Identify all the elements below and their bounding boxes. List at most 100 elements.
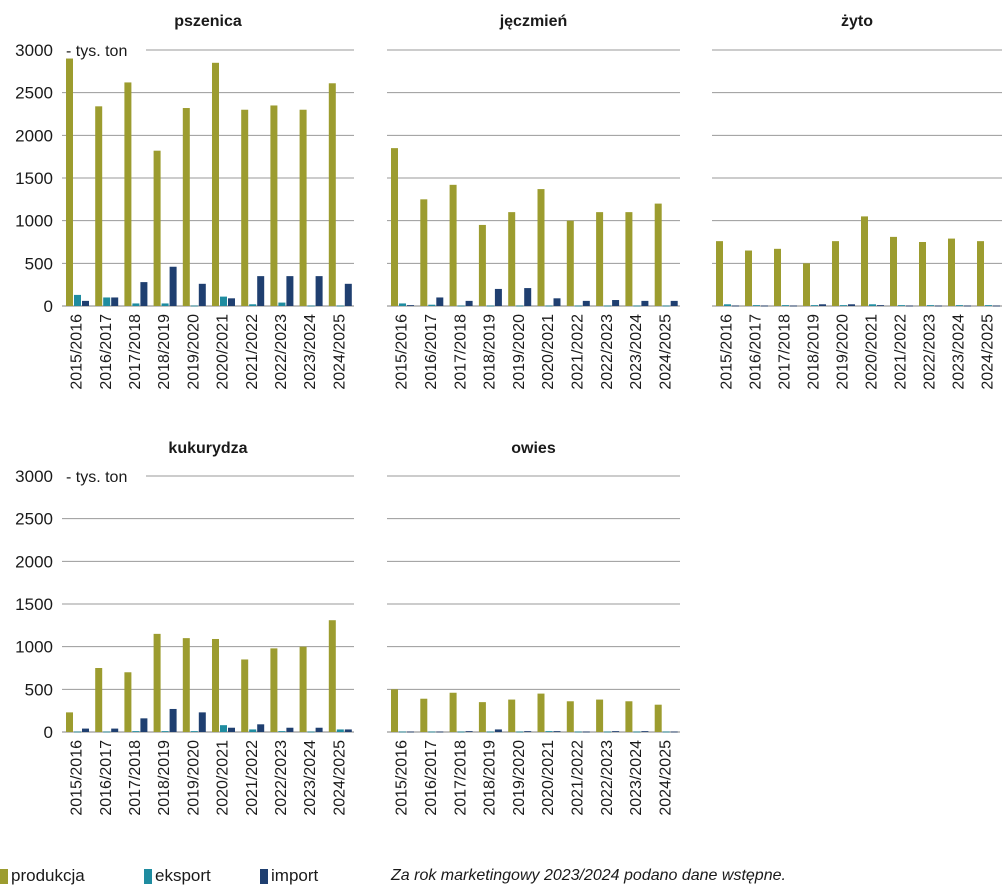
bar-import bbox=[315, 727, 323, 732]
bar-eksport bbox=[307, 731, 315, 733]
x-tick-label: 2021/2022 bbox=[244, 740, 261, 816]
x-tick-label: 2021/2022 bbox=[569, 740, 586, 816]
bar-eksport bbox=[604, 731, 612, 733]
bar-produkcja bbox=[153, 633, 161, 732]
x-tick-label: 2016/2017 bbox=[98, 740, 115, 816]
y-tick-label: 2000 bbox=[15, 126, 53, 145]
bar-eksport bbox=[782, 305, 789, 306]
bar-import bbox=[407, 731, 414, 733]
legend-swatch-import bbox=[260, 868, 268, 884]
y-tick-label: 500 bbox=[25, 680, 53, 699]
bar-import bbox=[465, 300, 473, 306]
bar-eksport bbox=[545, 305, 553, 307]
bar-import bbox=[198, 283, 206, 306]
legend-label-eksport: eksport bbox=[155, 866, 211, 885]
bar-produkcja bbox=[391, 689, 398, 732]
bar-eksport bbox=[336, 305, 344, 307]
bar-produkcja bbox=[212, 638, 219, 732]
bar-import bbox=[582, 300, 590, 306]
bar-eksport bbox=[574, 305, 582, 307]
bar-import bbox=[612, 731, 620, 732]
bar-import bbox=[935, 305, 942, 307]
x-tick-label: 2019/2020 bbox=[511, 314, 528, 390]
panel-1: jęczmień 2015/2016 2016/2017 2017/2018 2018/… bbox=[387, 13, 680, 390]
y-tick-label: 1500 bbox=[15, 169, 53, 188]
x-tick-label: 2022/2023 bbox=[599, 740, 616, 816]
charts-svg: pszenica 0 500 1000 1500 2000 2500 3000 - tys. t… bbox=[15, 13, 1002, 816]
bar-import bbox=[140, 718, 148, 732]
bar-import bbox=[732, 305, 739, 307]
panel-title: kukurydza bbox=[168, 440, 247, 457]
bar-eksport bbox=[161, 303, 169, 306]
bar-produkcja bbox=[977, 241, 984, 306]
bar-produkcja bbox=[124, 82, 132, 306]
y-tick-label: 500 bbox=[25, 254, 53, 273]
x-tick-label: 2016/2017 bbox=[98, 314, 115, 390]
x-tick-label: 2023/2024 bbox=[302, 314, 319, 390]
x-tick-label: 2018/2019 bbox=[156, 740, 173, 816]
x-tick-label: 2016/2017 bbox=[748, 314, 765, 390]
x-tick-label: 2022/2023 bbox=[273, 740, 290, 816]
x-tick-label: 2017/2018 bbox=[127, 740, 144, 816]
bar-produkcja bbox=[861, 216, 868, 306]
x-tick-label: 2023/2024 bbox=[628, 740, 645, 816]
bar-eksport bbox=[516, 731, 524, 733]
legend-item-import: import bbox=[260, 866, 318, 886]
y-tick-label: 2500 bbox=[15, 84, 53, 103]
x-tick-label: 2017/2018 bbox=[777, 314, 794, 390]
panel-2: żyto 2015/2016 2016/2017 2017/2018 2018/2019… bbox=[712, 13, 1002, 390]
bar-import bbox=[819, 304, 826, 306]
bar-import bbox=[761, 305, 768, 307]
y-tick-label: 3000 bbox=[15, 41, 53, 60]
panel-title: pszenica bbox=[174, 13, 242, 30]
x-tick-label: 2020/2021 bbox=[864, 314, 881, 390]
bar-eksport bbox=[103, 731, 111, 733]
bar-eksport bbox=[985, 305, 992, 306]
unit-label: - tys. ton bbox=[66, 469, 127, 486]
bar-produkcja bbox=[537, 189, 545, 306]
bar-import bbox=[169, 708, 177, 732]
bar-eksport bbox=[662, 731, 670, 733]
bar-produkcja bbox=[212, 62, 219, 306]
bar-import bbox=[465, 731, 473, 732]
x-tick-label: 2017/2018 bbox=[452, 314, 469, 390]
x-tick-label: 2021/2022 bbox=[893, 314, 910, 390]
bar-produkcja bbox=[328, 620, 336, 732]
bar-produkcja bbox=[241, 659, 249, 732]
bar-import bbox=[111, 297, 119, 306]
x-tick-label: 2019/2020 bbox=[185, 314, 202, 390]
bar-eksport bbox=[399, 303, 406, 306]
x-tick-label: 2023/2024 bbox=[628, 314, 645, 390]
bar-import bbox=[344, 729, 352, 732]
bar-produkcja bbox=[299, 109, 307, 306]
bar-eksport bbox=[249, 304, 257, 306]
x-tick-label: 2019/2020 bbox=[185, 740, 202, 816]
bar-produkcja bbox=[890, 236, 897, 306]
legend-label-produkcja: produkcja bbox=[11, 866, 85, 885]
x-tick-label: 2024/2025 bbox=[657, 740, 674, 816]
bar-import bbox=[82, 728, 89, 732]
bar-eksport bbox=[927, 305, 934, 306]
bar-produkcja bbox=[478, 702, 486, 732]
x-tick-label: 2023/2024 bbox=[302, 740, 319, 816]
bar-eksport bbox=[161, 731, 169, 732]
bar-produkcja bbox=[774, 248, 781, 306]
bar-produkcja bbox=[654, 704, 662, 732]
bar-import bbox=[228, 727, 235, 732]
bar-produkcja bbox=[625, 701, 633, 732]
x-tick-label: 2020/2021 bbox=[215, 314, 232, 390]
x-tick-label: 2024/2025 bbox=[657, 314, 674, 390]
bar-eksport bbox=[633, 305, 641, 307]
bar-eksport bbox=[307, 305, 315, 307]
bar-import bbox=[82, 300, 89, 306]
bar-import bbox=[436, 731, 444, 733]
bar-import bbox=[553, 731, 561, 732]
bar-produkcja bbox=[832, 241, 839, 306]
legend-swatch-eksport bbox=[144, 868, 152, 884]
bar-import bbox=[964, 305, 971, 307]
y-tick-label: 1000 bbox=[15, 212, 53, 231]
bar-produkcja bbox=[270, 648, 278, 732]
bar-eksport bbox=[486, 305, 494, 307]
bar-import bbox=[111, 728, 119, 732]
